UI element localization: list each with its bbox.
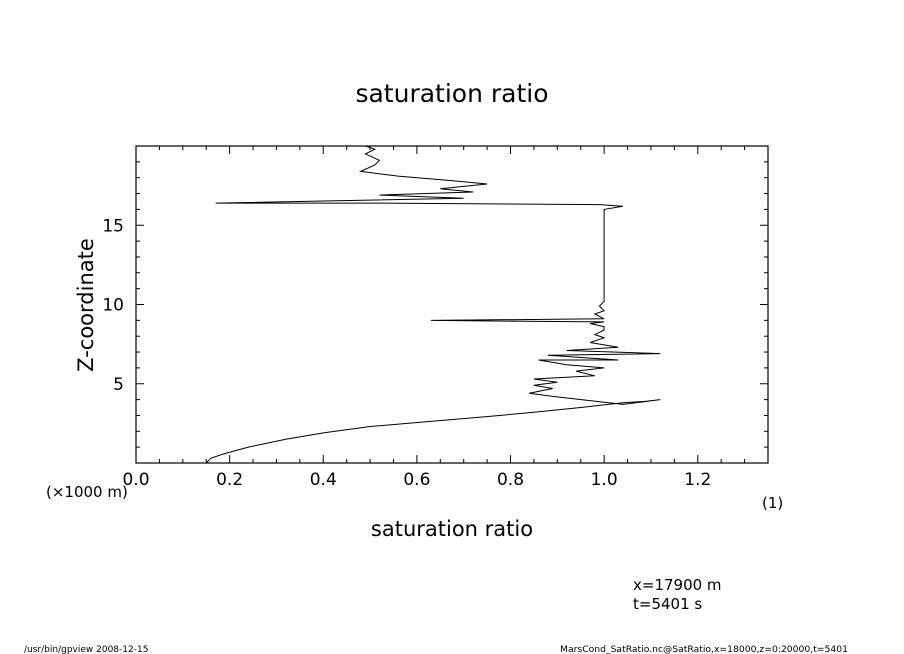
plot-frame [135,145,769,464]
annotation-x-position: x=17900 m [633,576,722,594]
y-unit-label: (×1000 m) [46,483,128,501]
annotation-time: t=5401 s [633,595,702,613]
x-tick-label: 0.2 [216,470,243,490]
footer-source-info: MarsCond_SatRatio.nc@SatRatio,x=18000,z=… [560,645,848,654]
x-tick-label: 0.8 [497,470,524,490]
footer-command-date: /usr/bin/gpview 2008-12-15 [24,645,148,654]
x-tick-label: 0.4 [310,470,337,490]
x-tick-label: 1.0 [591,470,618,490]
saturation-ratio-profile-line [205,145,661,464]
axis-tick-labels: 0.0 0.2 0.4 0.6 0.8 1.0 1.2 5 10 15 [102,216,711,490]
axis-ticks [135,145,769,463]
x-axis-label: saturation ratio [371,517,533,541]
y-tick-label: 10 [102,296,124,316]
x-tick-label: 1.2 [684,470,711,490]
y-axis-label: Z-coordinate [74,238,98,372]
x-tick-label: 0.6 [403,470,430,490]
y-tick-label: 15 [102,216,124,236]
chart-title: saturation ratio [355,79,548,108]
x-unit-label: (1) [762,494,783,512]
y-tick-label: 5 [113,375,124,395]
x-tick-label: 0.0 [122,470,149,490]
